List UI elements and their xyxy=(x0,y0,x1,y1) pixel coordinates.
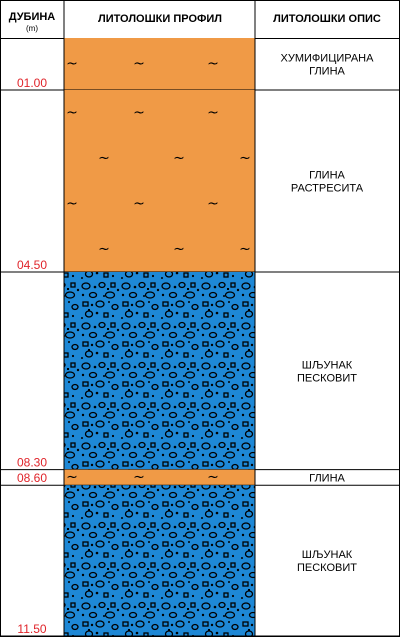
clay-symbol: ~ xyxy=(133,196,145,212)
gravel-pattern xyxy=(64,485,255,636)
layer-description: ГЛИНА xyxy=(309,170,345,182)
layer-description: ПЕСКОВИТ xyxy=(297,372,357,384)
clay-symbol: ~ xyxy=(98,150,110,166)
layer-4: ~ ~ ~08.60 ГЛИНА xyxy=(0,469,400,486)
depth-label: 08.30 xyxy=(17,456,47,470)
depth-unit: (m) xyxy=(26,24,38,33)
layer-description: ГЛИНА xyxy=(309,472,345,484)
layer-description: ПЕСКОВИТ xyxy=(297,562,357,574)
clay-symbol: ~ xyxy=(207,56,219,72)
layer-description: ГЛИНА xyxy=(309,66,345,78)
clay-symbol: ~ xyxy=(133,469,145,485)
layer-description: РАСТРЕСИТА xyxy=(291,183,364,195)
header-box xyxy=(0,0,400,39)
layer-description: ХУМИФИЦИРАНА xyxy=(281,53,375,65)
clay-symbol: ~ xyxy=(173,150,185,166)
clay-fill xyxy=(64,38,255,90)
clay-fill xyxy=(64,469,255,486)
clay-symbol: ~ xyxy=(133,105,145,121)
clay-symbol: ~ xyxy=(66,196,78,212)
clay-symbol: ~ xyxy=(239,150,251,166)
header: ДУБИНА (m) ЛИТОЛОШКИ ПРОФИЛ ЛИТОЛОШКИ ОП… xyxy=(0,0,400,39)
depth-label: 01.00 xyxy=(17,76,47,90)
layer-description: ШЉУНАК xyxy=(302,549,353,561)
clay-symbol: ~ xyxy=(66,105,78,121)
depth-label: 04.50 xyxy=(17,258,47,272)
clay-symbol: ~ xyxy=(173,241,185,257)
clay-symbol: ~ xyxy=(98,241,110,257)
gravel-pattern xyxy=(64,272,255,470)
clay-symbol: ~ xyxy=(66,469,78,485)
depth-label: 11.50 xyxy=(17,622,46,636)
layer-description: ШЉУНАК xyxy=(302,359,353,371)
description-column-title: ЛИТОЛОШКИ ОПИС xyxy=(273,13,381,25)
clay-symbol: ~ xyxy=(207,105,219,121)
profile-column-title: ЛИТОЛОШКИ ПРОФИЛ xyxy=(98,13,222,25)
clay-symbol: ~ xyxy=(66,56,78,72)
depth-column-title: ДУБИНА xyxy=(9,11,56,23)
clay-symbol: ~ xyxy=(207,469,219,485)
clay-symbol: ~ xyxy=(239,241,251,257)
clay-symbol: ~ xyxy=(133,56,145,72)
clay-fill xyxy=(64,90,255,272)
clay-symbol: ~ xyxy=(207,196,219,212)
depth-label: 08.60 xyxy=(17,471,47,485)
